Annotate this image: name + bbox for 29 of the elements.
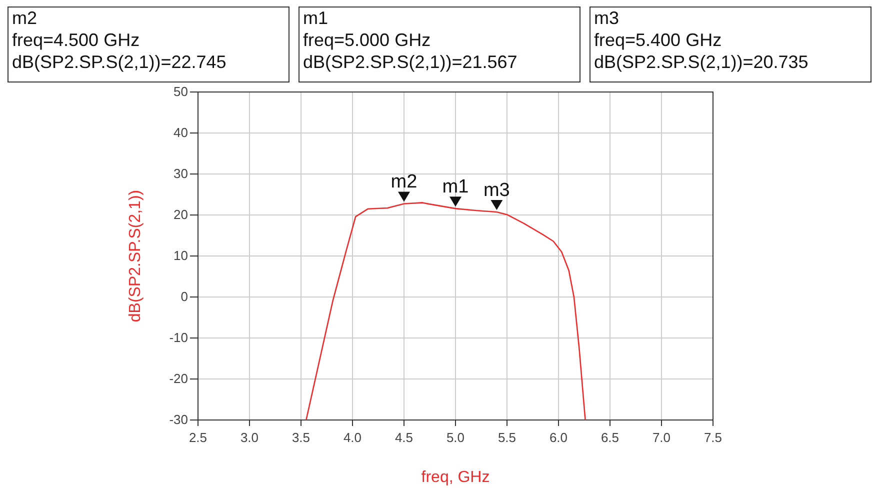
y-tick-label: -30 [169, 412, 188, 427]
y-tick-label: 40 [174, 125, 188, 140]
annotation: m3 [483, 180, 510, 201]
x-tick-label: 2.5 [188, 430, 208, 445]
y-tick-label: 0 [180, 289, 188, 304]
text: m2 freq=4.500 GHz dB(SP2.SP.S(2,1))=22.745 [12, 8, 226, 72]
y-tick-label: 30 [174, 166, 188, 181]
x-tick-label: 6.0 [549, 430, 568, 445]
x-tick-label: 7.0 [652, 430, 671, 445]
x-tick-label: 4.5 [394, 430, 414, 445]
x-tick-label: 4.0 [343, 430, 362, 445]
x-axis-title: freq, GHz [421, 469, 490, 486]
y-tick-label: 10 [174, 248, 188, 263]
y-tick-label: 50 [174, 84, 188, 99]
x-tick-label: 7.5 [704, 430, 722, 445]
annotation: m1 [442, 176, 469, 198]
annotation: m2 [390, 172, 418, 193]
x-tick-label: 5.5 [498, 430, 516, 445]
x-tick-label: 5.0 [446, 430, 465, 445]
line-series [306, 202, 586, 421]
x-tick-label: 3.5 [292, 430, 310, 445]
y-tick-label: -20 [169, 371, 188, 386]
text: m3 freq=5.400 GHz dB(SP2.SP.S(2,1))=20.735 [594, 8, 808, 72]
y-tick-label: -10 [169, 330, 188, 345]
x-tick-label: 6.5 [600, 430, 620, 445]
y-axis-title: dB(SP2.SP.S(2,1)) [127, 190, 144, 322]
x-tick-label: 3.0 [240, 430, 259, 445]
text: m1 freq=5.000 GHz dB(SP2.SP.S(2,1))=21.567 [303, 8, 518, 72]
y-tick-label: 20 [174, 207, 188, 222]
